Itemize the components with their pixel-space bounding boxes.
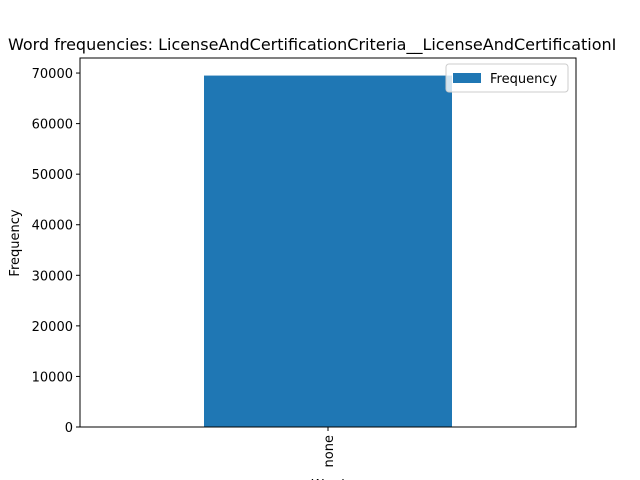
legend-box [445,63,569,93]
y-tick-label: 10000 [32,370,73,385]
plot-frame [79,57,577,428]
y-tick-label: 70000 [32,67,73,82]
y-axis-label: Frequency [8,209,23,276]
y-tick-label: 50000 [32,168,73,183]
y-tick-label: 40000 [32,219,73,234]
x-tick-label: none [322,435,337,467]
legend-label: Frequency [490,72,557,87]
y-tick-label: 20000 [32,320,73,335]
bar [204,75,452,428]
x-axis-label: Word [311,478,344,480]
y-tick-label: 60000 [32,118,73,133]
y-tick-label: 30000 [32,269,73,284]
y-tick-label: 0 [65,421,73,436]
chart-title: Word frequencies: LicenseAndCertificatio… [8,35,616,55]
legend-swatch [453,73,481,83]
